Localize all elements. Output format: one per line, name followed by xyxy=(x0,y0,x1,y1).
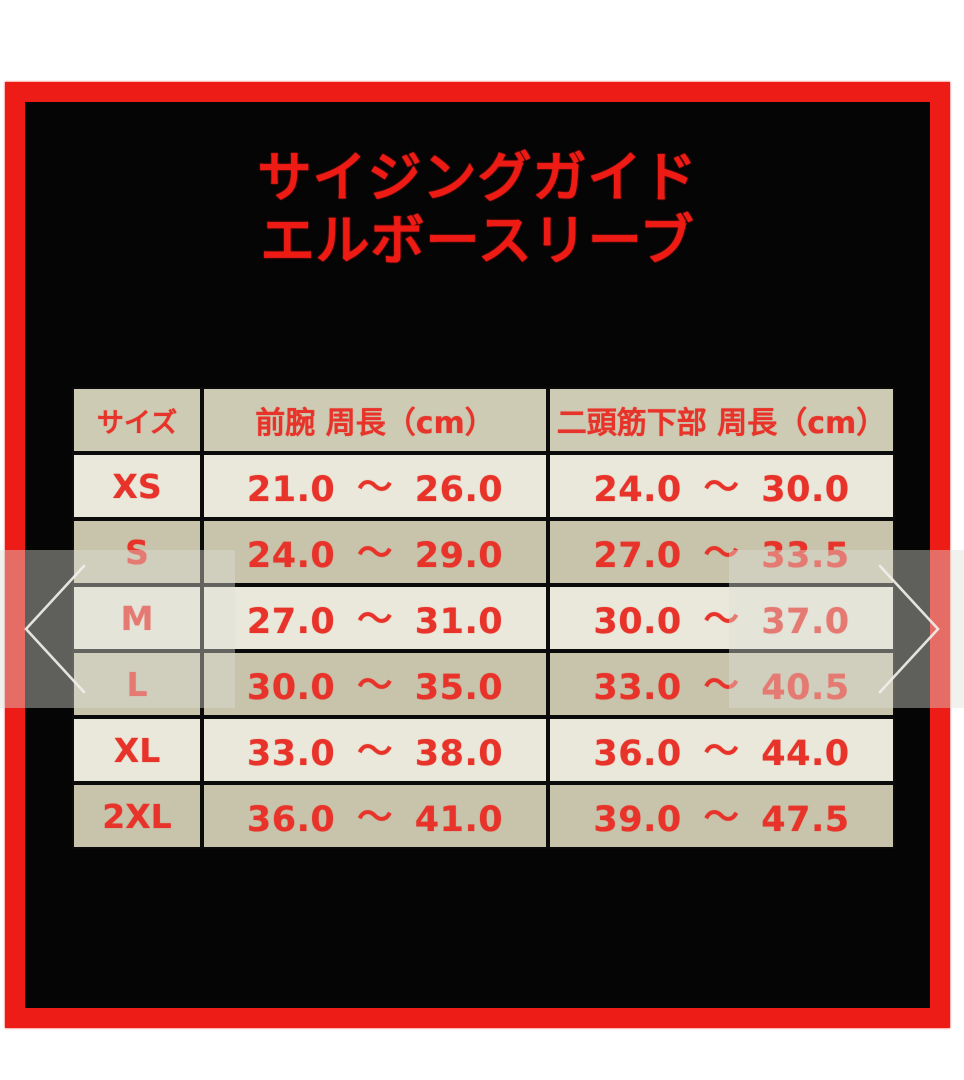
cell-forearm-range: 33.0 ～ 38.0 xyxy=(202,717,548,783)
cell-forearm-range: 30.0 ～ 35.0 xyxy=(202,651,548,717)
cell-size: S xyxy=(72,519,202,585)
range-separator: ～ xyxy=(703,797,740,838)
column-header-bicep: 二頭筋下部 周長（cm） xyxy=(548,387,895,453)
range-separator: ～ xyxy=(357,731,393,772)
cell-bicep-range: 24.0 ～ 30.0 xyxy=(548,453,895,519)
range-separator: ～ xyxy=(703,533,740,574)
poster-red-frame: サイジングガイド エルボースリーブ サイズ 前腕 周長（cm） 二頭筋下部 周長… xyxy=(5,82,950,1028)
chevron-right-icon xyxy=(872,562,946,696)
carousel-next-hotzone[interactable] xyxy=(729,550,964,708)
column-header-size: サイズ xyxy=(72,387,202,453)
cell-bicep-range: 36.0 ～ 44.0 xyxy=(548,717,895,783)
carousel-prev-hotzone[interactable] xyxy=(0,550,235,708)
bicep-min: 30.0 xyxy=(593,601,682,642)
title-line-1: サイジングガイド xyxy=(257,146,698,209)
bicep-min: 24.0 xyxy=(593,469,682,510)
cell-bicep-range: 39.0 ～ 47.5 xyxy=(548,783,895,849)
forearm-min: 24.0 xyxy=(246,535,336,576)
range-separator: ～ xyxy=(357,665,393,706)
table-row: XS 21.0 ～ 26.0 24.0 ～ 30.0 xyxy=(72,453,895,519)
bicep-max: 30.0 xyxy=(761,469,850,510)
forearm-max: 29.0 xyxy=(414,535,504,576)
bicep-min: 33.0 xyxy=(593,667,682,708)
forearm-min: 36.0 xyxy=(246,799,336,840)
forearm-max: 41.0 xyxy=(414,799,504,840)
bicep-min: 39.0 xyxy=(593,799,682,840)
table-row: S 24.0 ～ 29.0 27.0 ～ 33.5 xyxy=(72,519,895,585)
column-header-forearm: 前腕 周長（cm） xyxy=(202,387,548,453)
range-separator: ～ xyxy=(357,599,393,640)
bicep-min: 27.0 xyxy=(593,535,682,576)
bicep-min: 36.0 xyxy=(593,733,682,774)
cell-forearm-range: 21.0 ～ 26.0 xyxy=(202,453,548,519)
bicep-max: 40.5 xyxy=(761,667,850,708)
cell-size: XL xyxy=(72,717,202,783)
table-row: L 30.0 ～ 35.0 33.0 ～ 40.5 xyxy=(72,651,895,717)
chevron-left-icon xyxy=(18,562,92,696)
carousel-prev-button[interactable] xyxy=(0,550,110,708)
table-row: 2XL 36.0 ～ 41.0 39.0 ～ 47.5 xyxy=(72,783,895,849)
cell-forearm-range: 24.0 ～ 29.0 xyxy=(202,519,548,585)
range-separator: ～ xyxy=(357,797,393,838)
range-separator: ～ xyxy=(357,533,393,574)
poster-title: サイジングガイド エルボースリーブ xyxy=(25,150,930,268)
cell-size: M xyxy=(72,585,202,651)
range-separator: ～ xyxy=(703,665,740,706)
poster-inner-panel: サイジングガイド エルボースリーブ サイズ 前腕 周長（cm） 二頭筋下部 周長… xyxy=(25,102,930,1008)
cell-bicep-range: 30.0 ～ 37.0 xyxy=(548,585,895,651)
range-separator: ～ xyxy=(703,599,740,640)
forearm-max: 31.0 xyxy=(414,601,504,642)
bicep-max: 44.0 xyxy=(761,733,850,774)
table-row: M 27.0 ～ 31.0 30.0 ～ 37.0 xyxy=(72,585,895,651)
title-line-2: エルボースリーブ xyxy=(260,209,695,273)
cell-size: 2XL xyxy=(72,783,202,849)
cell-forearm-range: 27.0 ～ 31.0 xyxy=(202,585,548,651)
carousel-next-button[interactable] xyxy=(854,550,964,708)
forearm-max: 38.0 xyxy=(414,733,504,774)
forearm-max: 26.0 xyxy=(414,469,504,510)
cell-bicep-range: 27.0 ～ 33.5 xyxy=(548,519,895,585)
bicep-max: 47.5 xyxy=(761,799,850,840)
table-header-row: サイズ 前腕 周長（cm） 二頭筋下部 周長（cm） xyxy=(72,387,895,453)
cell-forearm-range: 36.0 ～ 41.0 xyxy=(202,783,548,849)
cell-size: XS xyxy=(72,453,202,519)
bicep-max: 37.0 xyxy=(761,601,850,642)
size-chart-table: サイズ 前腕 周長（cm） 二頭筋下部 周長（cm） XS 21.0 ～ 26.0 … xyxy=(72,387,895,849)
range-separator: ～ xyxy=(357,467,393,508)
cell-bicep-range: 33.0 ～ 40.5 xyxy=(548,651,895,717)
range-separator: ～ xyxy=(703,467,740,508)
forearm-min: 27.0 xyxy=(246,601,336,642)
bicep-max: 33.5 xyxy=(761,535,850,576)
range-separator: ～ xyxy=(703,731,740,772)
table-row: XL 33.0 ～ 38.0 36.0 ～ 44.0 xyxy=(72,717,895,783)
forearm-min: 33.0 xyxy=(246,733,336,774)
forearm-min: 21.0 xyxy=(246,469,336,510)
forearm-min: 30.0 xyxy=(246,667,336,708)
cell-size: L xyxy=(72,651,202,717)
forearm-max: 35.0 xyxy=(414,667,504,708)
